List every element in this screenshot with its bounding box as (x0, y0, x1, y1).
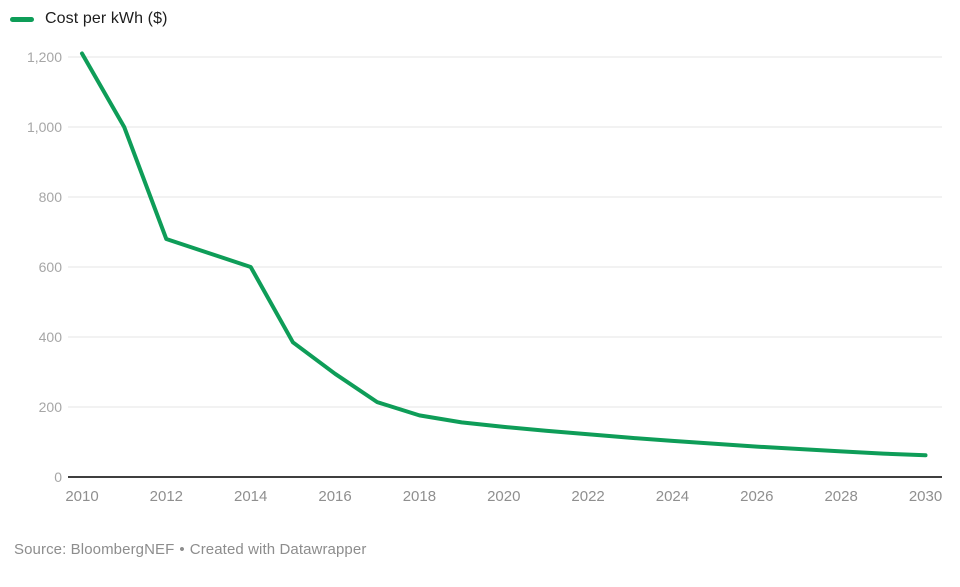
y-tick-label-1,000: 1,000 (27, 119, 62, 135)
x-tick-label-2010: 2010 (65, 488, 98, 505)
footer-separator: • (179, 541, 185, 558)
datawrapper-credit-link[interactable]: Created with Datawrapper (189, 541, 367, 558)
x-tick-label-2026: 2026 (740, 488, 773, 505)
x-axis-tick-labels: 2010 2012 2014 2016 2018 2020 2022 2024 2026 2028… (65, 488, 942, 505)
chart-footer: Source: BloombergNEF • Created with Datawr… (14, 541, 366, 558)
y-tick-label-1,200: 1,200 (27, 49, 62, 65)
legend-line-swatch (10, 16, 34, 22)
y-tick-label-400: 400 (39, 329, 63, 345)
y-tick-label-0: 0 (54, 469, 62, 485)
legend: Cost per kWh ($) (10, 8, 168, 30)
x-tick-label-2028: 2028 (824, 488, 857, 505)
y-tick-label-200: 200 (39, 399, 63, 415)
x-tick-label-2016: 2016 (318, 488, 351, 505)
y-axis-tick-labels: 0 200 400 600 800 1,000 1,200 (27, 49, 62, 485)
y-tick-label-600: 600 (39, 259, 63, 275)
x-tick-label-2020: 2020 (487, 488, 520, 505)
legend-label: Cost per kWh ($) (45, 10, 168, 27)
x-tick-label-2022: 2022 (571, 488, 604, 505)
x-tick-label-2030: 2030 (909, 488, 942, 505)
x-tick-label-2012: 2012 (150, 488, 183, 505)
source-text: Source: BloombergNEF (14, 541, 175, 558)
x-tick-label-2014: 2014 (234, 488, 267, 505)
y-gridlines (68, 56, 942, 408)
x-tick-label-2018: 2018 (403, 488, 436, 505)
y-tick-label-800: 800 (39, 189, 63, 205)
x-tick-label-2024: 2024 (656, 488, 689, 505)
cost-per-kwh-line-series (80, 51, 928, 458)
